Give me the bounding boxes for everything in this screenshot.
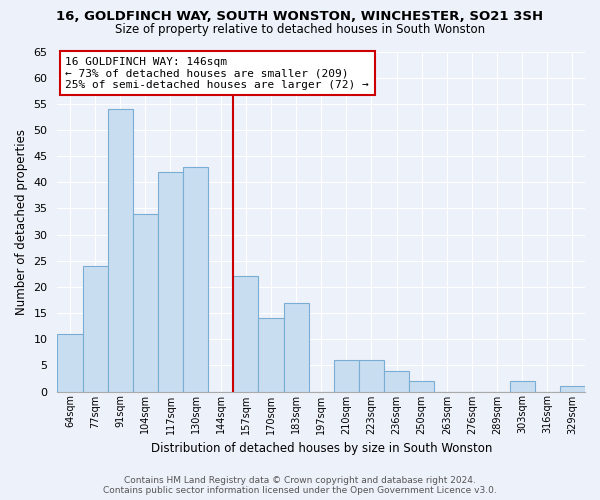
Bar [107,109,133,392]
Bar [334,360,359,392]
Bar [560,386,585,392]
Bar [284,302,308,392]
Y-axis label: Number of detached properties: Number of detached properties [15,128,28,314]
Bar [384,370,409,392]
Text: Size of property relative to detached houses in South Wonston: Size of property relative to detached ho… [115,22,485,36]
Bar [509,381,535,392]
Bar [158,172,183,392]
Bar [409,381,434,392]
Text: 16 GOLDFINCH WAY: 146sqm
← 73% of detached houses are smaller (209)
25% of semi-: 16 GOLDFINCH WAY: 146sqm ← 73% of detach… [65,56,369,90]
Bar [183,166,208,392]
Bar [359,360,384,392]
Text: Contains HM Land Registry data © Crown copyright and database right 2024.
Contai: Contains HM Land Registry data © Crown c… [103,476,497,495]
Bar [83,266,107,392]
Bar [58,334,83,392]
Bar [233,276,259,392]
Text: 16, GOLDFINCH WAY, SOUTH WONSTON, WINCHESTER, SO21 3SH: 16, GOLDFINCH WAY, SOUTH WONSTON, WINCHE… [56,10,544,23]
Bar [259,318,284,392]
Bar [133,214,158,392]
X-axis label: Distribution of detached houses by size in South Wonston: Distribution of detached houses by size … [151,442,492,455]
